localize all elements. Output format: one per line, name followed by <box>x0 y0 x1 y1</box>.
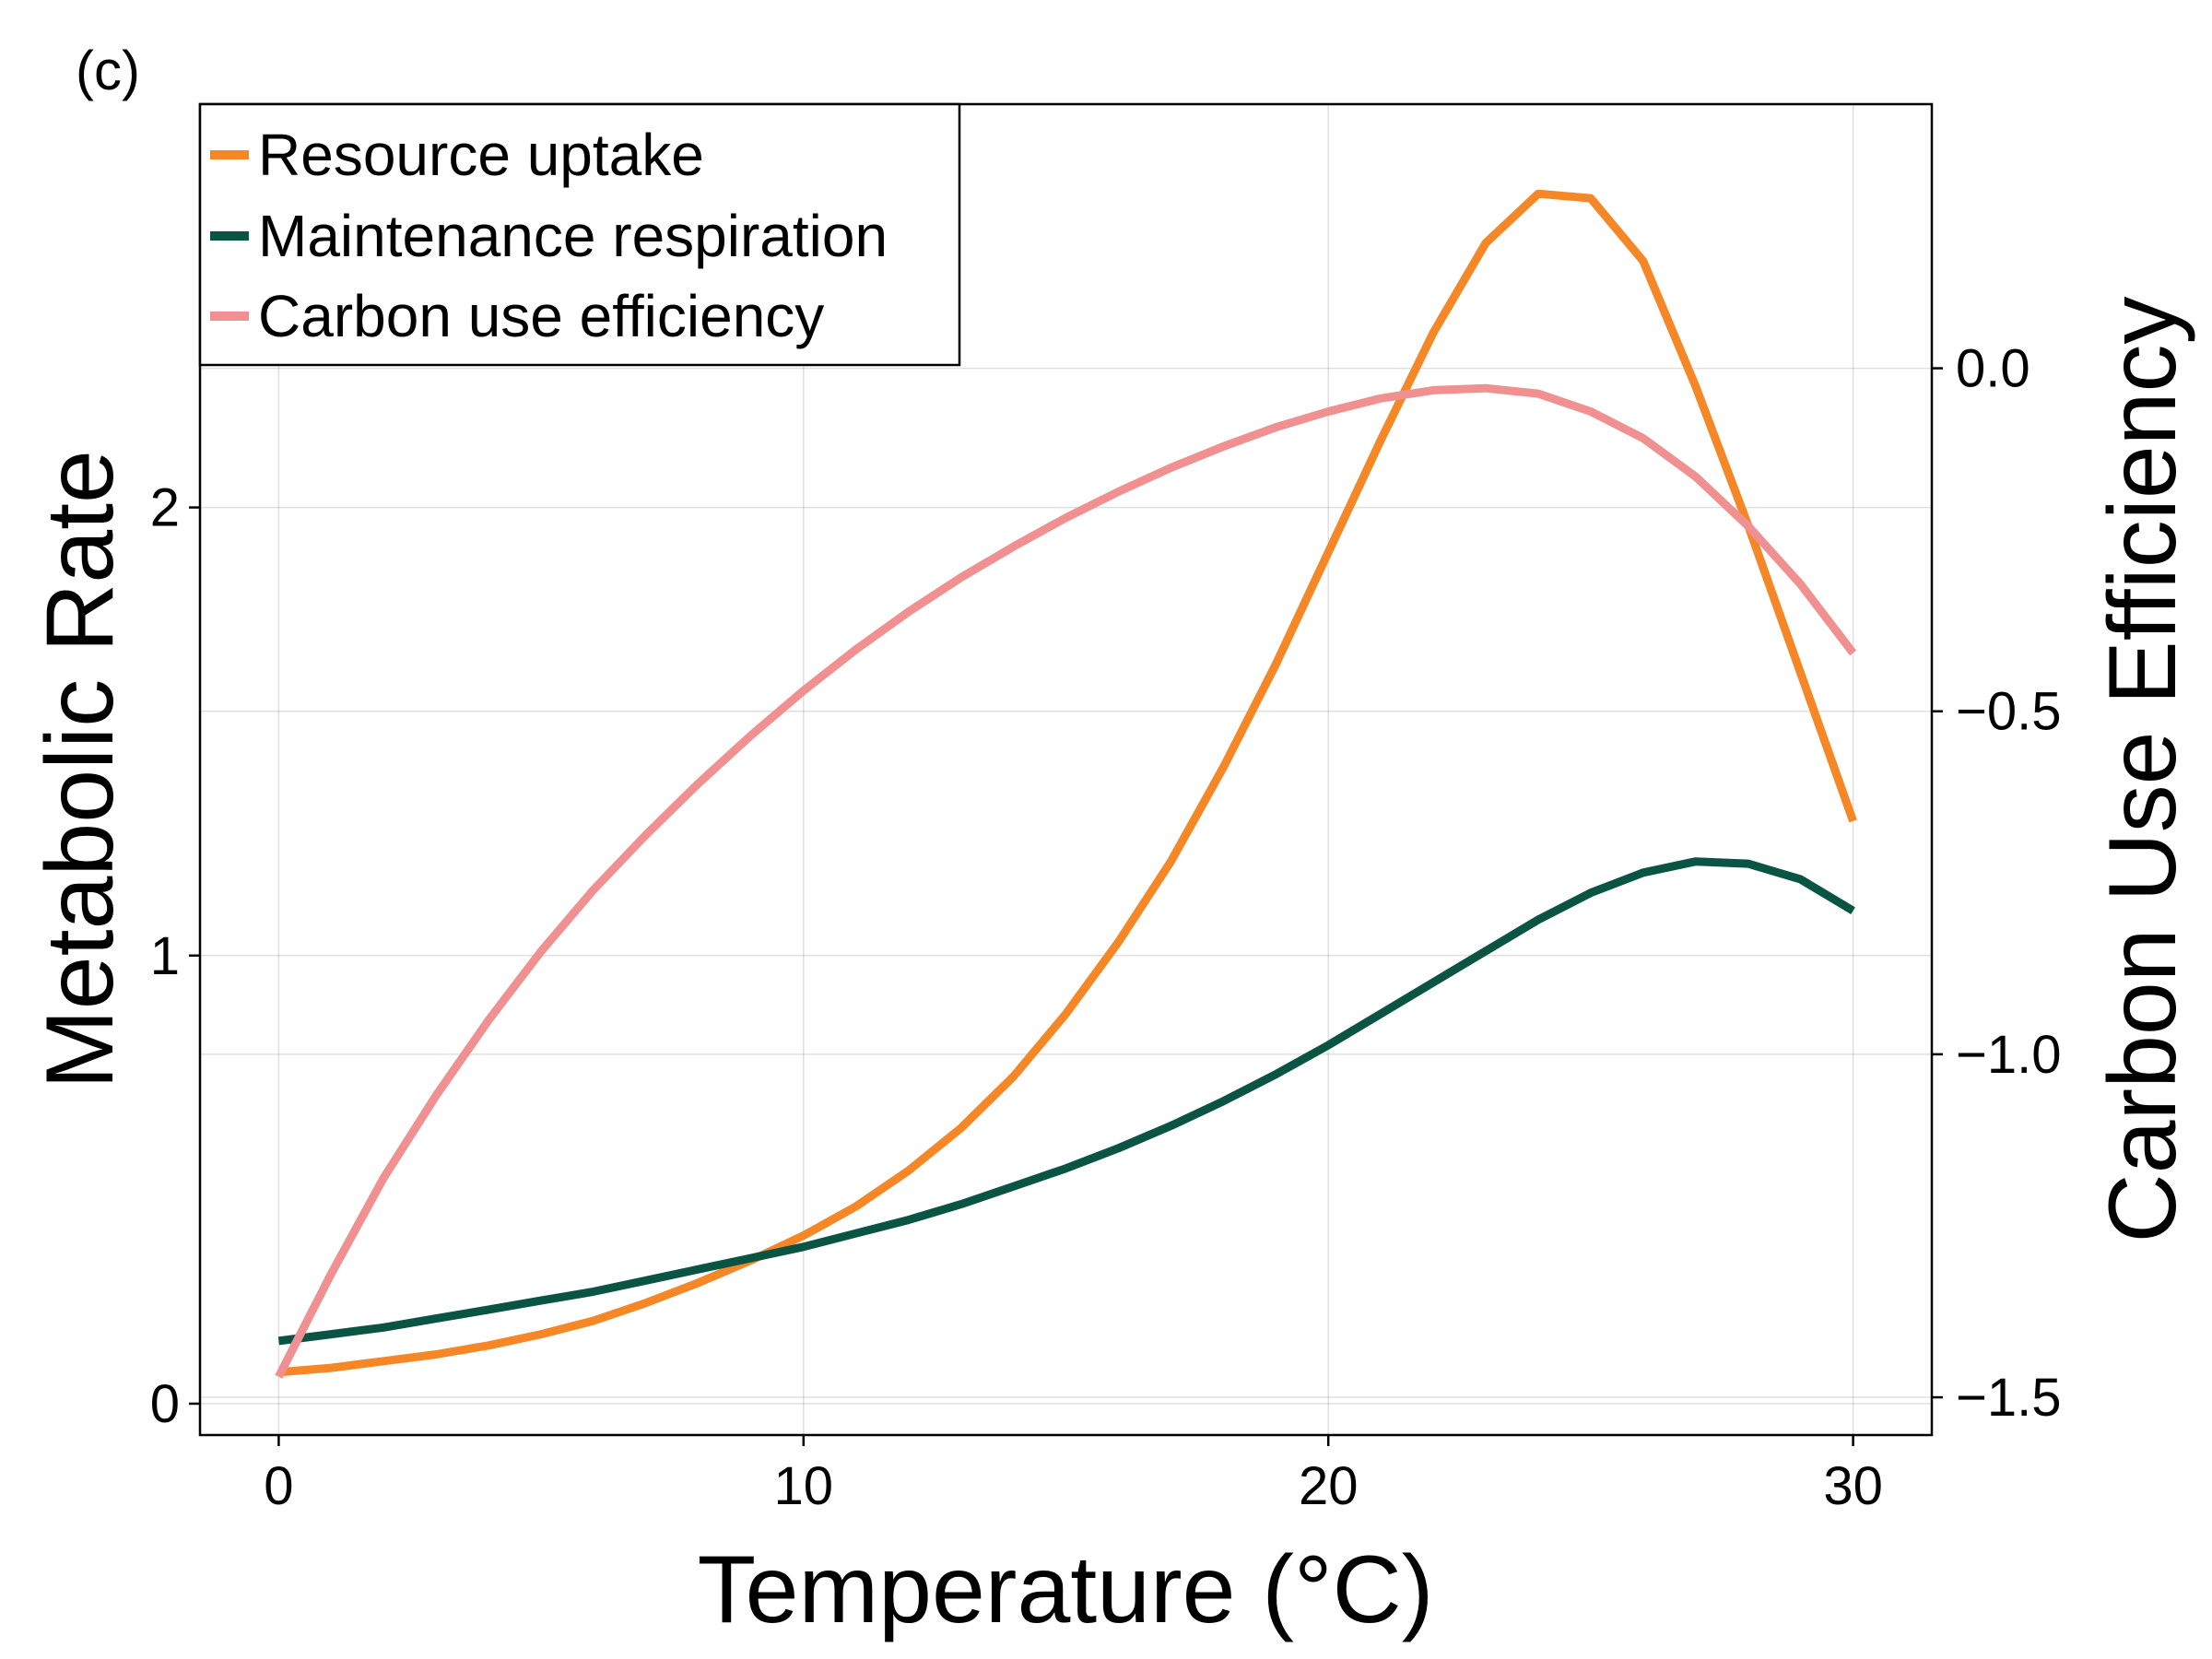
y-left-tick-label: 1 <box>150 926 180 986</box>
y-right-tick-label: −0.5 <box>1956 682 2062 742</box>
legend-box <box>198 102 961 367</box>
legend-label: Carbon use efficiency <box>258 283 824 349</box>
x-tick-label: 20 <box>1299 1456 1359 1516</box>
panel-label: (c) <box>76 40 140 101</box>
grid <box>200 104 1932 1435</box>
series-line-carbon-use-efficiency <box>275 383 1857 1379</box>
legend-item-maintenance-respiration: Maintenance respiration <box>210 203 888 269</box>
legend-label: Resource uptake <box>258 122 704 188</box>
y-right-tick-label: −1.5 <box>1956 1368 2062 1428</box>
legend: Resource uptake Maintenance respiration Ca… <box>198 102 961 367</box>
x-tick-label: 30 <box>1823 1456 1883 1516</box>
y-left-tick-label: 2 <box>150 478 180 538</box>
legend-item-resource-uptake: Resource uptake <box>210 122 704 188</box>
axis-ticks: 0 10 20 30 0 1 2 0.0 −0.5 −1.0 −1.5 <box>150 339 2062 1516</box>
series-line-resource-uptake <box>278 189 1857 1377</box>
y-right-tick-label: 0.0 <box>1956 339 2030 399</box>
x-axis-title: Temperature (°C) <box>698 1536 1434 1643</box>
plot-frame <box>198 102 1934 1437</box>
legend-item-carbon-use-efficiency: Carbon use efficiency <box>210 283 824 349</box>
y-axis-left-title: Metabolic Rate <box>27 450 134 1089</box>
x-tick-label: 10 <box>774 1456 834 1516</box>
y-right-tick-label: −1.0 <box>1956 1025 2062 1085</box>
y-left-tick-label: 0 <box>150 1374 180 1434</box>
series-line-maintenance-respiration <box>277 857 1855 1346</box>
x-tick-label: 0 <box>264 1456 293 1516</box>
y-axis-right-title: Carbon Use Efficiency <box>2089 297 2196 1243</box>
series-lines <box>275 189 1857 1379</box>
legend-label: Maintenance respiration <box>258 203 888 269</box>
